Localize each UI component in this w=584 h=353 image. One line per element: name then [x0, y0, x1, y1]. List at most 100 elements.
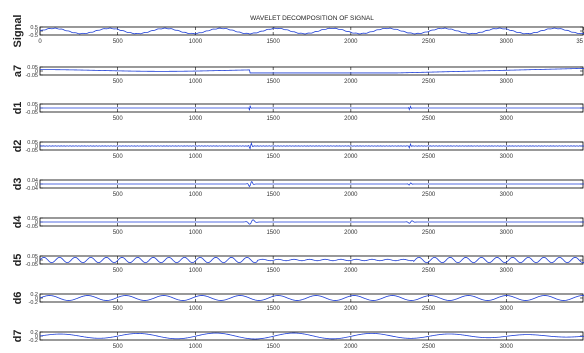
- x-tick-label: 1500: [266, 79, 280, 85]
- series-line-a7: [40, 67, 584, 74]
- x-tick-label: 3000: [500, 230, 514, 236]
- series-line-d6: [39, 295, 584, 301]
- panel-d3: d3 0.040-0.04 500 1000 1500 2000 2500 3000: [12, 178, 584, 198]
- panel-a7: a7 0.050-0.05 500 1000 1500 2000 2500 3000: [12, 65, 584, 85]
- y-tick-label: 0: [35, 258, 38, 264]
- x-tick-label: 1500: [266, 192, 280, 198]
- y-tick-label: -0.04: [25, 186, 38, 192]
- y-tick-label: 0: [35, 220, 38, 226]
- x-tick-label: 1000: [189, 306, 203, 312]
- y-tick-label: 0.5: [30, 25, 38, 31]
- x-tick-label: 1000: [189, 344, 203, 350]
- y-tick-label: -0.2: [29, 338, 38, 344]
- y-tick-label: 0.2: [30, 330, 38, 336]
- x-tick-label: 2500: [422, 306, 436, 312]
- y-axis-label: a7: [12, 65, 24, 77]
- x-tick-label: 2000: [344, 116, 358, 122]
- x-tick-label: 1500: [266, 39, 280, 45]
- x-tick-label: 1500: [266, 344, 280, 350]
- y-axis-label: d4: [12, 215, 24, 229]
- y-axis-label: d7: [12, 330, 24, 343]
- x-tick-label: 500: [113, 79, 124, 85]
- x-tick-label: 1000: [189, 79, 203, 85]
- y-axis-label: d2: [12, 140, 24, 153]
- y-tick-label: 0.05: [27, 102, 38, 108]
- x-tick-label: 35: [576, 39, 583, 45]
- figure-title: WAVELET DECOMPOSITION OF SIGNAL: [250, 15, 374, 22]
- x-tick-label: 2500: [422, 344, 436, 350]
- y-axis-label: d6: [12, 292, 24, 305]
- x-tick-label: 3000: [500, 116, 514, 122]
- x-tick-label: 500: [113, 39, 124, 45]
- x-tick-label: 1500: [266, 230, 280, 236]
- y-tick-label: -0.05: [25, 262, 38, 268]
- y-tick-label: 0.05: [27, 65, 38, 71]
- series-line-signal: [39, 27, 584, 35]
- x-tick-label: 2500: [422, 39, 436, 45]
- y-tick-label: 0: [35, 182, 38, 188]
- x-tick-label: 1000: [189, 268, 203, 274]
- panel-d4: d4 0.050-0.05 500 1000 1500 2000 2500 3000: [12, 215, 584, 236]
- x-tick-label: 1000: [189, 154, 203, 160]
- panel-d5: d5 0.050-0.05 500 1000 1500 2000 2500 3000: [12, 254, 584, 274]
- y-tick-label: 0.05: [27, 254, 38, 260]
- x-tick-label: 1000: [189, 192, 203, 198]
- x-tick-label: 2500: [422, 230, 436, 236]
- x-tick-label: 2500: [422, 154, 436, 160]
- y-tick-label: 0: [35, 144, 38, 150]
- x-tick-label: 2000: [344, 306, 358, 312]
- x-tick-label: 3000: [500, 154, 514, 160]
- x-tick-label: 500: [113, 154, 124, 160]
- series-line-d4: [40, 219, 584, 225]
- series-line-d2: [39, 141, 584, 150]
- x-tick-label: 500: [113, 192, 124, 198]
- x-tick-label: 3000: [500, 344, 514, 350]
- x-tick-label: 1500: [266, 306, 280, 312]
- x-tick-label: 3000: [500, 306, 514, 312]
- x-tick-label: 3000: [500, 192, 514, 198]
- y-axis-label: d1: [12, 102, 24, 115]
- x-tick-label: 2000: [344, 230, 358, 236]
- x-tick-label: 500: [113, 306, 124, 312]
- y-tick-label: -0.05: [25, 110, 38, 116]
- y-tick-label: 0: [35, 106, 38, 112]
- y-tick-label: 0.2: [30, 292, 38, 298]
- panel-d6: d6 0.20-0.2 500 1000 1500 2000 2500 3000: [12, 292, 584, 312]
- x-tick-label: 2500: [422, 268, 436, 274]
- panel-d7: d7 0.20-0.2 500 1000 1500 2000 2500 3000: [12, 330, 584, 350]
- x-tick-label: 2000: [344, 268, 358, 274]
- x-tick-label: 2500: [422, 192, 436, 198]
- y-axis-label: Signal: [12, 14, 24, 47]
- y-tick-label: 0: [35, 296, 38, 302]
- panel-d1: d1 0.050-0.05 500 1000 1500 2000 2500 3000: [12, 102, 584, 122]
- x-tick-label: 500: [113, 268, 124, 274]
- x-tick-label: 1000: [189, 39, 203, 45]
- x-tick-label: 2500: [422, 79, 436, 85]
- panel-axes-box: [39, 331, 584, 341]
- x-tick-label: 3000: [500, 268, 514, 274]
- x-tick-label: 1500: [266, 268, 280, 274]
- x-tick-label: 2000: [344, 154, 358, 160]
- x-tick-label: 2000: [344, 192, 358, 198]
- x-tick-label: 500: [113, 116, 124, 122]
- series-line-d1: [40, 105, 584, 111]
- x-tick-label: 1500: [266, 154, 280, 160]
- panel-signal: Signal 0.50-0.50 500 1000 1500 2000 2500 3000 35: [12, 14, 584, 48]
- y-axis-label: d3: [12, 178, 24, 191]
- y-tick-label: -0.05: [25, 73, 38, 79]
- x-tick-label: 1000: [189, 116, 203, 122]
- x-tick-label: 2000: [344, 39, 358, 45]
- series-line-d3: [40, 181, 584, 188]
- y-tick-label: -0.05: [25, 224, 38, 230]
- y-axis-label: d5: [12, 254, 24, 267]
- y-tick-label: 0: [35, 334, 38, 340]
- x-tick-label: 1500: [266, 116, 280, 122]
- panel-axes-box: [39, 293, 584, 303]
- y-tick-label: -0.5: [29, 33, 38, 39]
- y-tick-label: 0.05: [27, 216, 38, 222]
- x-tick-label: 2500: [422, 116, 436, 122]
- y-tick-label: -0.05: [25, 148, 38, 154]
- x-tick-label: 3000: [500, 39, 514, 45]
- series-line-d7: [39, 332, 584, 340]
